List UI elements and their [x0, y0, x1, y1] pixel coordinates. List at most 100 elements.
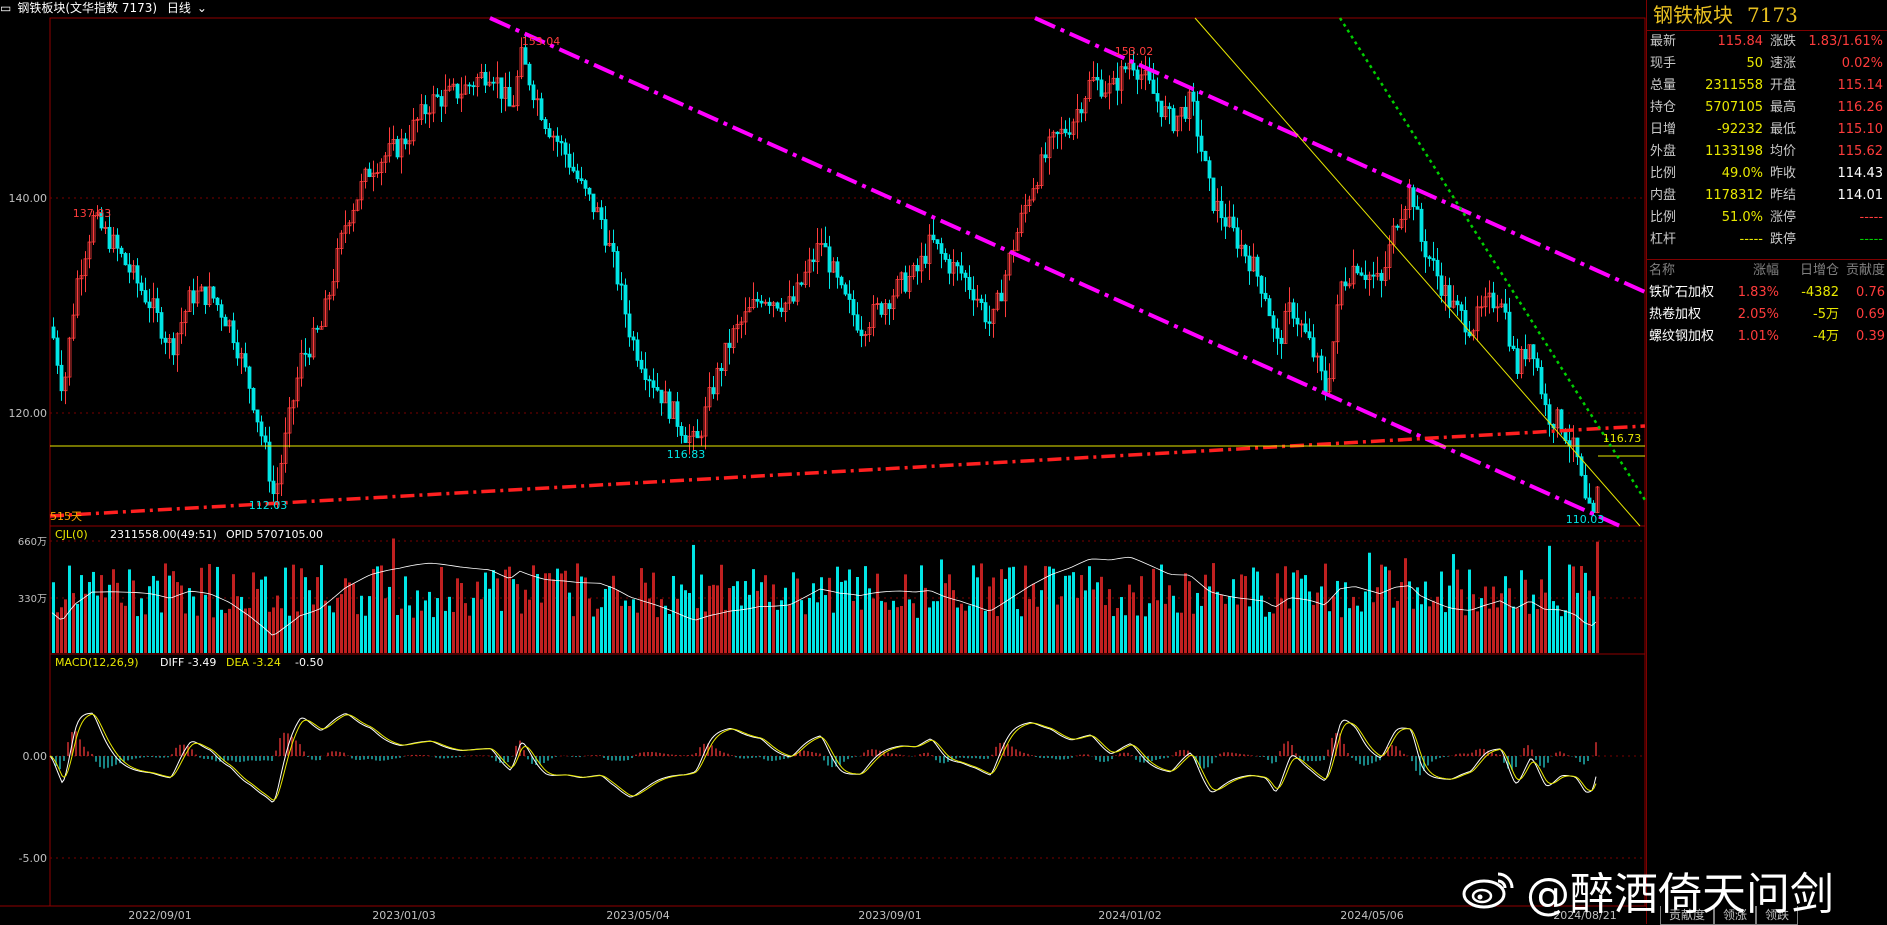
volume-bar	[492, 570, 495, 653]
volume-bar	[1020, 616, 1023, 653]
volume-bar	[344, 578, 347, 653]
col-oi-change[interactable]: 日增仓	[1799, 263, 1839, 278]
candle-body	[1243, 244, 1248, 257]
candle-body	[1095, 77, 1100, 81]
volume-bar	[208, 564, 211, 653]
volume-bar	[1212, 563, 1215, 653]
candle-body	[947, 259, 952, 274]
candle-body	[1067, 132, 1072, 135]
volume-bar	[768, 601, 771, 653]
candle-body	[327, 294, 332, 300]
chart-area[interactable]: 153.04 153.02 137.83 112.03 116.83 110.03 116.…	[0, 0, 1646, 924]
quote-row: 最新 115.84 涨跌 1.83/1.61%	[1647, 31, 1887, 53]
menu-icon[interactable]: ▭	[0, 1, 12, 15]
volume-bar	[1528, 613, 1531, 653]
volume-bar	[896, 607, 899, 653]
candle-body	[1143, 70, 1148, 76]
col-change[interactable]: 涨幅	[1752, 263, 1779, 278]
candle-body	[575, 170, 580, 180]
candle-body	[727, 342, 732, 348]
volume-bar	[1492, 586, 1495, 653]
volume-bar	[1364, 591, 1367, 653]
volume-bar	[1096, 582, 1099, 653]
candle-body	[383, 155, 388, 163]
quote-cell: 速涨 0.02%	[1767, 53, 1887, 75]
volume-bar	[1504, 576, 1507, 653]
volume-bar	[1232, 579, 1235, 653]
tab-top-losers[interactable]: 领跌	[1756, 906, 1799, 925]
volume-bar	[1396, 600, 1399, 653]
col-contribution[interactable]: 贡献度	[1845, 263, 1885, 278]
candle-body	[679, 426, 684, 436]
volume-bar	[1072, 572, 1075, 653]
volume-bar	[892, 600, 895, 653]
volume-bar	[1124, 615, 1127, 653]
candle-body	[971, 289, 976, 301]
quote-cell: 均价 115.62	[1767, 141, 1887, 163]
candle-body	[1347, 283, 1352, 287]
volume-bar	[68, 565, 71, 653]
volume-bar	[1192, 613, 1195, 653]
quote-label: 最高	[1770, 100, 1797, 115]
candle-body	[483, 71, 488, 86]
candle-body	[363, 168, 368, 182]
candle-body	[1251, 256, 1256, 272]
candle-body	[1019, 212, 1024, 234]
volume-bar	[1336, 580, 1339, 653]
volume-bar	[256, 588, 259, 653]
volume-bar	[1236, 604, 1239, 653]
volume-bar	[88, 582, 91, 653]
candle-body	[463, 84, 468, 95]
volume-bar	[1188, 581, 1191, 653]
candle-body	[895, 279, 900, 297]
quote-value: -92232	[1716, 122, 1763, 137]
candle-body	[151, 298, 156, 309]
y-tick-neg5: -5.00	[19, 852, 47, 865]
volume-bar	[260, 579, 263, 653]
component-change: 2.05%	[1737, 307, 1779, 322]
y-tick-0: 0.00	[23, 750, 48, 763]
volume-bar	[512, 579, 515, 653]
volume-bar	[52, 582, 55, 653]
volume-bar	[1152, 568, 1155, 653]
col-name[interactable]: 名称	[1649, 263, 1676, 278]
macd-panel-frame	[49, 653, 1646, 907]
quote-label: 跌停	[1770, 232, 1797, 247]
candle-body	[91, 215, 96, 243]
volume-bar	[456, 578, 459, 653]
volume-bar	[352, 583, 355, 653]
trend-line-upper	[1034, 16, 1646, 294]
candle-body	[1415, 206, 1420, 210]
macd-readout: -0.50	[295, 656, 323, 669]
candle-body	[615, 251, 620, 285]
volume-bar	[1100, 576, 1103, 653]
candle-body	[1111, 77, 1116, 85]
candle-body	[1583, 474, 1588, 499]
volume-bar	[508, 566, 511, 653]
volume-bar	[252, 572, 255, 653]
period-selector[interactable]: 日线 ⌄	[167, 1, 213, 15]
volume-bar	[888, 609, 891, 653]
quote-cell: 跌停 -----	[1767, 229, 1887, 251]
component-contribution: 0.76	[1856, 285, 1885, 300]
candle-body	[1079, 109, 1084, 114]
candle-body	[511, 105, 516, 108]
candle-body	[1555, 409, 1560, 429]
candle-body	[359, 181, 364, 201]
table-row[interactable]: 热卷加权 2.05% -5万 0.69	[1647, 304, 1887, 326]
candle-body	[1339, 281, 1344, 306]
candle-body	[95, 212, 100, 216]
volume-bar	[140, 598, 143, 653]
volume-bar	[1120, 597, 1123, 653]
quote-value: 1178312	[1705, 188, 1763, 203]
candle-body	[667, 391, 672, 419]
volume-bar	[572, 616, 575, 653]
volume-bar	[1564, 610, 1567, 653]
table-row[interactable]: 螺纹钢加权 1.01% -4万 0.39	[1647, 326, 1887, 348]
volume-bar	[708, 585, 711, 653]
candle-body	[735, 323, 740, 330]
level-label: 116.73	[1603, 432, 1642, 445]
candle-body	[1135, 69, 1140, 80]
volume-bar	[1080, 575, 1083, 653]
table-row[interactable]: 铁矿石加权 1.83% -4382 0.76	[1647, 282, 1887, 304]
